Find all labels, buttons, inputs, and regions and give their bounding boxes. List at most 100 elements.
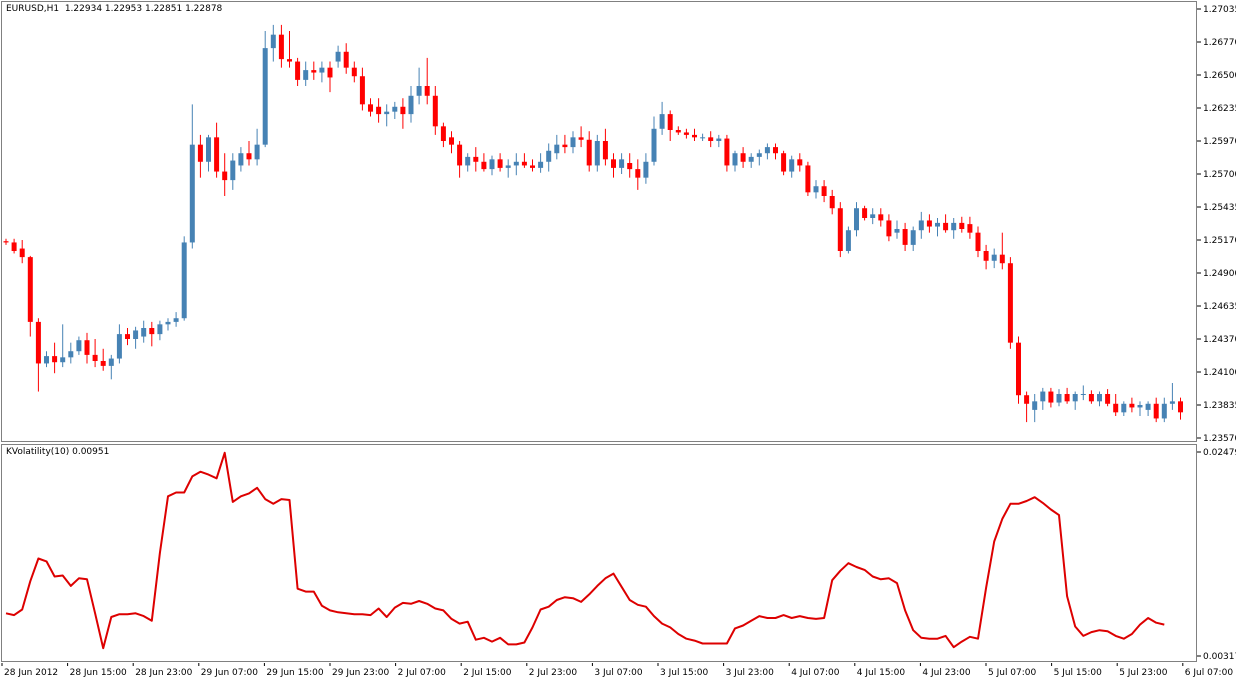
time-axis-label: 5 Jul 15:00 bbox=[1054, 668, 1103, 678]
price-axis-label: 1.24635 bbox=[1203, 302, 1236, 312]
candle-bull bbox=[619, 159, 625, 168]
candle-bear bbox=[902, 229, 908, 245]
time-axis-label: 29 Jun 23:00 bbox=[332, 668, 389, 678]
candle-bear bbox=[562, 144, 568, 148]
candle-bull bbox=[570, 137, 576, 148]
candle-bear bbox=[781, 153, 787, 172]
candle-bear bbox=[837, 208, 843, 251]
price-axis-label: 1.24100 bbox=[1203, 368, 1236, 378]
indicator-axis-label: 0.00317 bbox=[1203, 652, 1236, 662]
candle-bear bbox=[635, 169, 641, 178]
candle-bear bbox=[724, 138, 730, 166]
time-axis-label: 4 Jul 23:00 bbox=[922, 668, 971, 678]
candle-bull bbox=[173, 318, 179, 322]
candle-bull bbox=[189, 144, 195, 243]
candle-bull bbox=[335, 51, 341, 62]
candle-bull bbox=[894, 229, 900, 233]
candle-bear bbox=[1048, 391, 1054, 403]
candle-bear bbox=[35, 321, 41, 364]
candle-bear bbox=[578, 137, 584, 140]
symbol-info-label: EURUSD,H1 1.22934 1.22953 1.22851 1.2287… bbox=[6, 4, 223, 14]
candle-bear bbox=[92, 354, 98, 361]
candle-bear bbox=[376, 106, 382, 115]
time-axis-label: 2 Jul 15:00 bbox=[463, 668, 512, 678]
candle-bull bbox=[1161, 403, 1167, 419]
candle-bear bbox=[440, 126, 446, 141]
candle-bear bbox=[611, 159, 616, 168]
candle-bull bbox=[76, 340, 82, 352]
candle-bear bbox=[214, 137, 220, 172]
indicator-pane[interactable]: KVolatility(10) 0.00951 bbox=[1, 444, 1197, 662]
candle-bull bbox=[230, 160, 236, 181]
candle-bull bbox=[1169, 401, 1175, 404]
time-axis-label: 3 Jul 23:00 bbox=[726, 668, 775, 678]
candle-bear bbox=[967, 224, 973, 233]
candle-bull bbox=[643, 161, 649, 178]
candle-bear bbox=[27, 257, 33, 322]
price-axis-label: 1.24370 bbox=[1203, 335, 1236, 345]
candle-bear bbox=[675, 130, 681, 133]
candle-bull bbox=[918, 220, 924, 231]
candle-bear bbox=[3, 241, 9, 243]
time-axis-label: 2 Jul 07:00 bbox=[398, 668, 447, 678]
candle-bull bbox=[68, 351, 74, 358]
time-axis-label: 5 Jul 07:00 bbox=[988, 668, 1037, 678]
candle-bear bbox=[1178, 401, 1183, 413]
candle-bull bbox=[1097, 394, 1102, 402]
candle-bear bbox=[943, 222, 949, 231]
candle-bear bbox=[19, 248, 25, 258]
candle-bear bbox=[1129, 403, 1135, 408]
candle-bear bbox=[805, 165, 811, 193]
candle-bear bbox=[1024, 395, 1030, 404]
candle-bull bbox=[538, 161, 544, 168]
candle-bull bbox=[116, 334, 122, 359]
candle-bull bbox=[854, 208, 859, 231]
candle-bull bbox=[659, 114, 665, 129]
candle-bull bbox=[60, 357, 66, 363]
candle-bull bbox=[262, 48, 268, 145]
candle-bull bbox=[1056, 394, 1062, 403]
candle-bear bbox=[197, 144, 203, 162]
candle-bear bbox=[740, 153, 746, 162]
time-axis-label: 5 Jul 23:00 bbox=[1119, 668, 1168, 678]
candle-bear bbox=[497, 159, 503, 168]
candle-bear bbox=[959, 222, 965, 229]
candle-bear bbox=[878, 214, 884, 221]
price-axis-label: 1.23835 bbox=[1203, 401, 1236, 411]
candle-bear bbox=[400, 106, 406, 115]
price-chart-pane[interactable]: EURUSD,H1 1.22934 1.22953 1.22851 1.2287… bbox=[1, 1, 1197, 442]
price-axis-label: 1.25435 bbox=[1203, 203, 1236, 213]
candle-bull bbox=[513, 161, 519, 166]
candle-bull bbox=[756, 153, 762, 157]
candle-bear bbox=[424, 86, 430, 96]
price-axis-label: 1.25700 bbox=[1203, 170, 1236, 180]
candle-bull bbox=[303, 70, 309, 80]
candle-bear bbox=[311, 70, 317, 73]
candle-bear bbox=[1088, 394, 1094, 402]
candle-bear bbox=[287, 59, 292, 62]
candle-bull bbox=[384, 111, 390, 115]
time-axis-label: 29 Jun 07:00 bbox=[201, 668, 258, 678]
candle-bear bbox=[11, 242, 17, 251]
candle-bear bbox=[586, 139, 592, 166]
price-axis-label: 1.26500 bbox=[1203, 71, 1236, 81]
price-axis-label: 1.25170 bbox=[1203, 236, 1236, 246]
candle-bull bbox=[651, 128, 657, 162]
candle-bear bbox=[359, 76, 365, 105]
candle-bear bbox=[999, 254, 1005, 264]
candle-bull bbox=[1137, 405, 1143, 408]
candle-bull bbox=[254, 144, 260, 160]
price-axis-label: 1.26770 bbox=[1203, 38, 1236, 48]
candle-bear bbox=[530, 165, 535, 168]
candle-bull bbox=[505, 165, 511, 168]
candle-bull bbox=[1032, 401, 1038, 410]
kvolatility-line bbox=[5, 451, 1165, 650]
time-axis-label: 3 Jul 07:00 bbox=[594, 668, 643, 678]
candle-bear bbox=[432, 95, 438, 127]
candle-bull bbox=[1080, 394, 1086, 395]
candle-bull bbox=[546, 150, 552, 162]
candle-bull bbox=[108, 358, 114, 366]
candle-bear bbox=[1105, 394, 1111, 404]
